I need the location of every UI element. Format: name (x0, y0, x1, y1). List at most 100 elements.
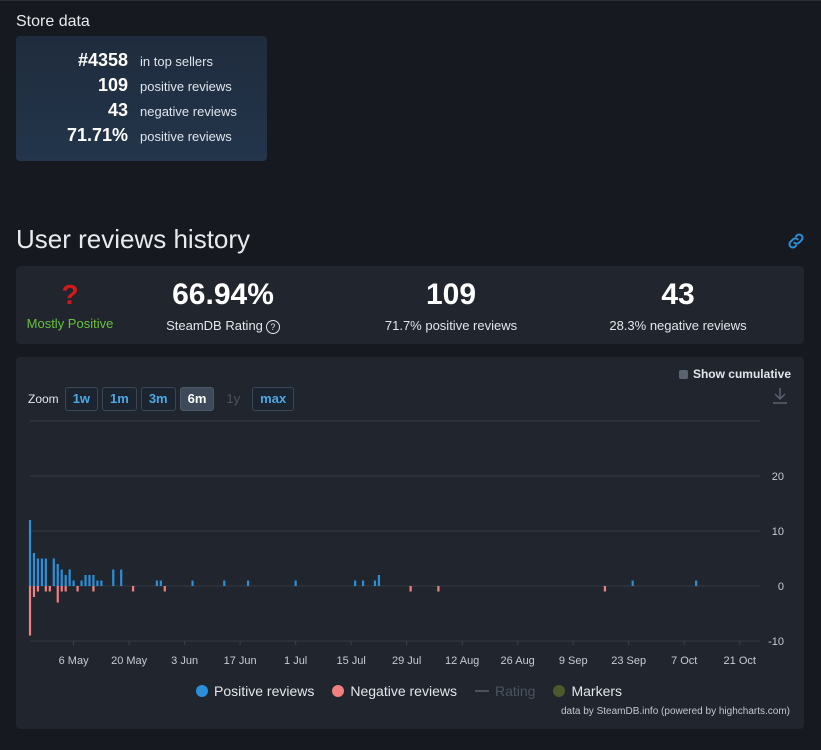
show-cumulative-label: Show cumulative (692, 367, 791, 381)
rating-value: 66.94% (172, 278, 274, 311)
chart-credits[interactable]: data by SteamDB.info (powered by highcha… (561, 706, 790, 717)
positive-bar (246, 580, 250, 586)
negative-dot-icon (332, 685, 345, 697)
markers-dot-icon (553, 685, 566, 697)
negative-bar (36, 586, 40, 592)
positive-bar (84, 575, 87, 586)
positive-bar (294, 580, 297, 586)
chart-legend: Positive reviews Negative reviews Rating… (196, 683, 640, 699)
steamdb-rating: 66.94% SteamDB Rating? (136, 266, 310, 344)
positive-bar (56, 564, 59, 586)
positive-bar (40, 558, 43, 586)
y-tick-label: -10 (768, 636, 784, 648)
legend-rating[interactable]: Rating (474, 683, 536, 699)
rating-line-icon (474, 690, 489, 692)
store-data-card: #4358 in top sellers 109 positive review… (16, 36, 267, 161)
legend-markers[interactable]: Markers (553, 683, 622, 699)
negative-bar (76, 586, 79, 592)
negative-count: 43 (661, 278, 695, 311)
y-tick-label: 0 (778, 581, 784, 593)
positive-bar (191, 580, 194, 586)
x-tick-label: 6 May (59, 655, 89, 667)
rating-label: SteamDB Rating (166, 318, 263, 333)
negative-bar (131, 586, 135, 592)
zoom-1y-button: 1y (226, 391, 241, 406)
negative-bar (409, 586, 412, 592)
positive-bar (120, 569, 123, 586)
negative-bar (44, 586, 47, 592)
mostly-positive-label: Mostly Positive (26, 316, 114, 331)
question-mark-icon: ? (61, 279, 79, 310)
positive-bar (373, 580, 377, 586)
positive-bar (361, 580, 365, 586)
y-tick-label: 20 (772, 471, 784, 483)
legend-positive[interactable]: Positive reviews (196, 683, 314, 699)
store-label: negative reviews (140, 104, 237, 119)
positive-bar (155, 580, 158, 586)
x-tick-label: 3 Jun (171, 655, 198, 667)
x-tick-label: 26 Aug (501, 655, 535, 667)
positive-dot-icon (196, 685, 208, 697)
show-cumulative-toggle[interactable]: Show cumulative (678, 367, 791, 381)
y-tick-label: 10 (772, 526, 784, 538)
x-tick-label: 23 Sep (611, 655, 646, 667)
positive-bar (72, 580, 75, 586)
positive-bar (354, 580, 357, 586)
positive-bar (32, 553, 36, 586)
store-label: positive reviews (140, 79, 232, 94)
positive-bar (28, 520, 32, 586)
store-label: in top sellers (140, 54, 213, 69)
store-data-title: Store data (16, 13, 90, 30)
zoom-3m-button[interactable]: 3m (140, 387, 176, 411)
link-icon[interactable] (786, 231, 806, 251)
zoom-1w-button[interactable]: 1w (64, 387, 99, 411)
user-reviews-history-title: User reviews history (16, 224, 251, 254)
download-icon[interactable] (772, 387, 788, 405)
zoom-1m-button[interactable]: 1m (102, 387, 137, 411)
legend-negative[interactable]: Negative reviews (332, 683, 457, 699)
x-tick-label: 21 Oct (724, 655, 756, 667)
positive-bar (92, 575, 95, 586)
x-tick-label: 7 Oct (671, 655, 697, 667)
negative-bar (28, 586, 32, 636)
help-icon[interactable]: ? (265, 319, 280, 334)
positive-summary: 109 71.7% positive reviews (366, 266, 536, 344)
zoom-6m-button[interactable]: 6m (179, 387, 215, 411)
review-status: ? Mostly Positive (16, 266, 124, 344)
positive-bar (80, 580, 83, 586)
store-row-rank: #4358 in top sellers (16, 50, 267, 75)
zoom-max-button[interactable]: max (252, 387, 295, 411)
positive-bar (631, 580, 634, 586)
x-tick-label: 20 May (111, 655, 148, 667)
negative-summary: 43 28.3% negative reviews (594, 266, 762, 344)
store-label: positive reviews (140, 129, 232, 144)
reviews-chart-panel: Show cumulative Zoom 1w 1m 3m 6m 1y max … (16, 357, 804, 729)
positive-bar (44, 558, 47, 586)
top-border (0, 0, 821, 1)
checkbox[interactable] (678, 369, 688, 379)
positive-bar (159, 580, 162, 586)
positive-bar (112, 569, 115, 586)
positive-bar (68, 569, 71, 586)
legend-positive-label: Positive reviews (214, 683, 315, 699)
store-value: #4358 (77, 50, 128, 70)
legend-markers-label: Markers (571, 683, 623, 699)
store-value: 43 (107, 100, 128, 120)
positive-bar (64, 575, 67, 586)
negative-bar (56, 586, 59, 603)
negative-bar (60, 586, 63, 592)
x-tick-label: 17 Jun (224, 655, 257, 667)
negative-bar (163, 586, 166, 592)
zoom-controls: Zoom 1w 1m 3m 6m 1y max (28, 387, 298, 411)
negative-bar (437, 586, 440, 592)
negative-bar (32, 586, 36, 597)
store-value: 109 (97, 75, 128, 95)
legend-rating-label: Rating (494, 683, 536, 699)
negative-bar (48, 586, 51, 592)
review-summary-bar: ? Mostly Positive 66.94% SteamDB Rating?… (16, 266, 804, 344)
positive-bar (60, 569, 63, 586)
store-value: 71.71% (66, 125, 128, 145)
positive-bar (52, 558, 55, 586)
x-tick-label: 1 Jul (284, 655, 307, 667)
negative-bar (64, 586, 67, 592)
